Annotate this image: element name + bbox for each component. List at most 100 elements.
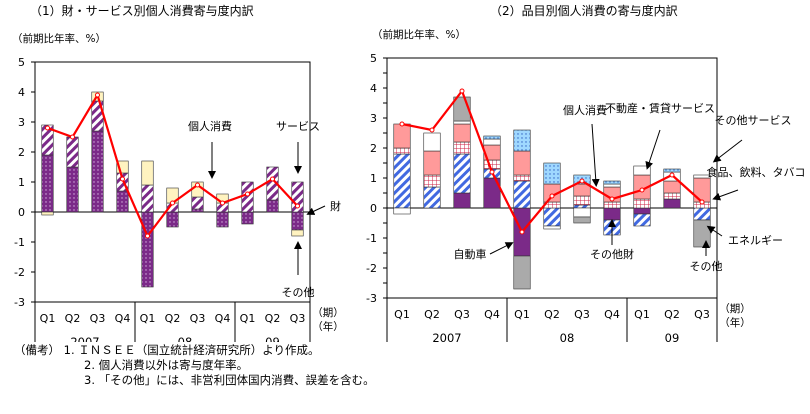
x-tick-label: Q1	[140, 312, 156, 325]
bar-segment-other_goods	[513, 180, 531, 209]
consumption-point	[270, 176, 275, 182]
y-tick-label: 4	[18, 86, 25, 99]
bar-segment-other_right	[543, 162, 561, 185]
y-tick-label: 4	[370, 82, 377, 95]
bar-segment-other_goods	[693, 207, 711, 221]
right-chart-title: （2）品目別個人消費の寄与度内訳	[490, 4, 678, 18]
bar-segment-goods	[266, 199, 279, 213]
y-tick-label: -1	[366, 232, 377, 245]
y-tick-label: 2	[18, 146, 25, 159]
bar-segment-other_services	[393, 123, 411, 149]
bar-segment-autos	[663, 198, 681, 209]
bar-segment-services	[291, 181, 304, 213]
bar-segment-goods	[66, 166, 79, 213]
x-tick-label: Q3	[454, 308, 470, 321]
y-tick-label: -3	[366, 292, 377, 305]
y-tick-label: 3	[18, 116, 25, 129]
bar-segment-food	[423, 132, 441, 152]
bar-segment-real_estate	[633, 198, 651, 209]
consumption-point	[519, 229, 525, 235]
consumption-point	[609, 196, 615, 202]
bar-segment-real_estate	[483, 159, 501, 170]
bar-segment-other_goods	[543, 207, 561, 227]
bar-segment-energy	[573, 216, 591, 224]
bar-segment-goods	[216, 211, 229, 228]
bar-segment-other_services	[513, 150, 531, 176]
bar-segment-food	[393, 207, 411, 215]
x-unit-label: （期）	[312, 307, 344, 319]
bar-segment-services	[141, 184, 154, 213]
y-tick-label: -3	[14, 296, 25, 309]
x-unit-label-year: （年）	[719, 316, 751, 329]
arrow-otherservices-right	[712, 139, 743, 163]
year-label: 2007	[70, 335, 99, 342]
bar-segment-real_estate	[573, 195, 591, 206]
notes: （備考） 1. ＩＮＳＥＥ（国立統計経済研究所）より作成。 2. 個人消費以外は…	[14, 343, 375, 388]
right-annotations: 個人消費 不動産・賃貸サービス その他サービス 食品、飲料、タバコ エネルギー …	[454, 101, 806, 273]
y-axis-label: （前期比年率、%）	[372, 28, 466, 41]
y-tick-label: -1	[14, 236, 25, 249]
note-3: 3. 「その他」には、非営利団体国内消費、誤差を含む。	[84, 373, 375, 387]
bar-segment-goods	[41, 154, 54, 213]
annotation-goods-left: 財	[330, 199, 341, 213]
right-chart: （前期比年率、%） 5 4 3 2 1 0 -1 -2 -3 2007 08 09 Q1 Q2 Q3 Q4 Q1 Q…	[366, 28, 751, 342]
bar-segment-other_goods	[633, 213, 651, 227]
consumption-point	[399, 121, 405, 127]
consumption-point	[579, 178, 585, 184]
bar-segment-other	[141, 160, 154, 186]
bar-segment-other_right	[603, 180, 621, 185]
note-1: （備考） 1. ＩＮＳＥＥ（国立統計経済研究所）より作成。	[14, 343, 320, 357]
bar-segment-goods	[166, 211, 179, 228]
bar-segment-services	[41, 124, 54, 156]
bar-segment-real_estate	[603, 201, 621, 209]
annotation-consumption-left: 個人消費	[188, 119, 232, 133]
x-tick-label: Q1	[394, 308, 410, 321]
x-tick-label: Q2	[664, 308, 680, 321]
bar-segment-real_estate	[423, 174, 441, 188]
annotation-other-right: その他	[690, 260, 723, 273]
x-tick-label: Q2	[424, 308, 440, 321]
y-tick-label: 1	[18, 176, 25, 189]
annotation-othergoods-right: その他財	[590, 247, 634, 261]
consumption-point	[195, 182, 200, 188]
y-tick-label: -2	[14, 266, 25, 279]
consumption-point	[120, 176, 125, 182]
bar-segment-food	[543, 225, 561, 230]
x-tick-label: Q3	[290, 312, 306, 325]
bar-segment-energy	[693, 219, 711, 248]
bar-segment-other	[41, 211, 54, 216]
consumption-point	[549, 193, 555, 199]
x-tick-label: Q3	[574, 308, 590, 321]
arrow-food-right	[712, 189, 739, 201]
x-tick-label: Q2	[65, 312, 81, 325]
consumption-point	[295, 203, 300, 209]
consumption-point	[95, 92, 100, 98]
arrow-realestate-right	[645, 129, 661, 170]
bar-segment-services	[241, 181, 254, 213]
x-tick-label: Q1	[240, 312, 256, 325]
bar-segment-goods	[116, 190, 129, 213]
arrow-energy-right	[706, 225, 723, 237]
bar-segment-food	[693, 174, 711, 179]
left-chart: （前期比年率、%） 5 4 3 2 1 0 -1 -2 -3 2007 08 09 Q1 Q2 Q3 Q4 Q1 Q…	[12, 32, 344, 342]
bar-segment-other_services	[453, 123, 471, 143]
bar-segment-real_estate	[453, 141, 471, 155]
x-tick-label: Q4	[604, 308, 620, 321]
year-label: 09	[665, 331, 680, 342]
bar-segment-other_services	[693, 177, 711, 203]
x-tick-label: Q2	[165, 312, 181, 325]
x-tick-label: Q1	[634, 308, 650, 321]
bar-segment-autos	[633, 207, 651, 215]
consumption-point	[669, 172, 675, 178]
bar-segment-food	[603, 183, 621, 188]
bar-segment-autos	[603, 207, 621, 221]
y-tick-label: 3	[370, 112, 377, 125]
bar-segment-other_right	[663, 168, 681, 173]
bar-segment-food	[453, 120, 471, 125]
consumption-point	[489, 169, 495, 175]
x-tick-label: Q1	[40, 312, 56, 325]
x-unit-label: （期）	[719, 303, 751, 315]
consumption-point	[245, 191, 250, 197]
x-tick-label: Q4	[215, 312, 231, 325]
year-label: 2007	[432, 331, 461, 342]
